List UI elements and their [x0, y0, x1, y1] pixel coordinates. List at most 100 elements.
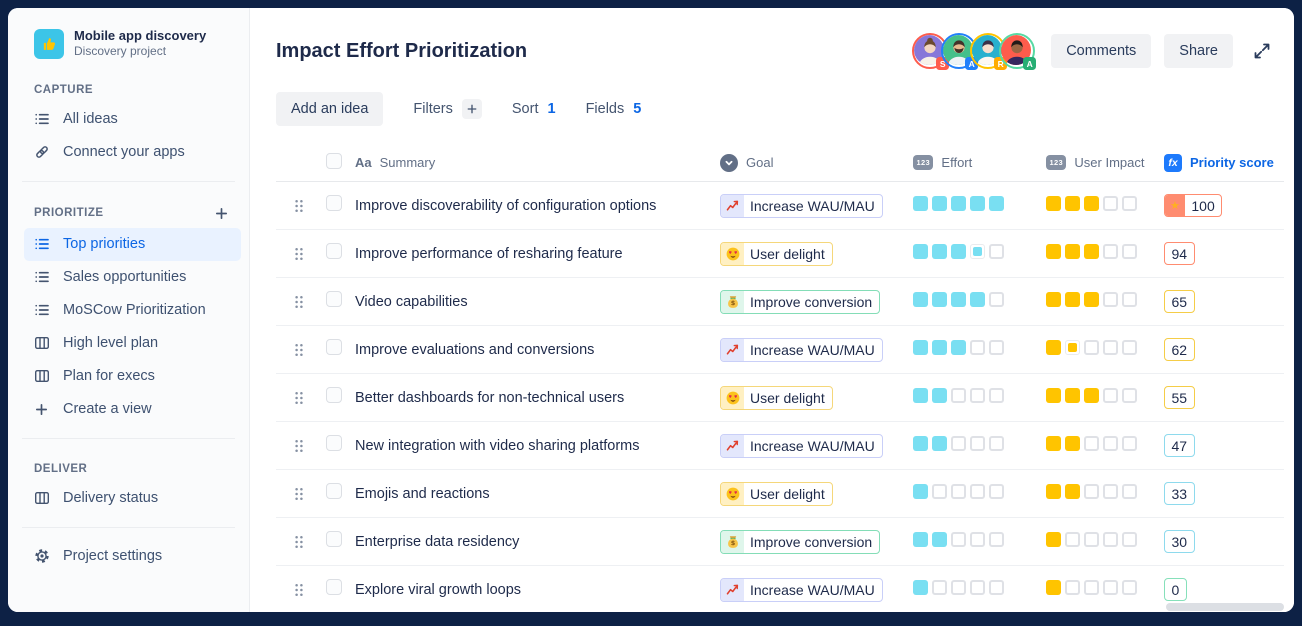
drag-handle[interactable] [276, 582, 310, 598]
drag-handle[interactable] [276, 246, 310, 262]
sidebar-item-all-ideas[interactable]: All ideas [8, 103, 249, 136]
column-header-effort[interactable]: 123 Effort [902, 154, 1035, 171]
drag-handle[interactable] [276, 198, 310, 214]
list-icon [34, 302, 50, 318]
idea-summary[interactable]: Improve performance of resharing feature [355, 245, 623, 262]
sort-control[interactable]: Sort 1 [511, 101, 556, 117]
sidebar-item-create-a-view[interactable]: Create a view [8, 393, 249, 426]
priority-score-chip[interactable]: 0 [1164, 578, 1187, 601]
sidebar-item-delivery-status[interactable]: Delivery status [8, 482, 249, 515]
avatar[interactable]: A [999, 33, 1037, 70]
effort-rating[interactable] [913, 339, 1004, 355]
goal-chip[interactable]: Increase WAU/MAU [720, 193, 883, 218]
idea-summary[interactable]: Emojis and reactions [355, 485, 490, 502]
row-checkbox[interactable] [326, 531, 342, 547]
goal-chip[interactable]: Increase WAU/MAU [720, 337, 883, 362]
drag-handle[interactable] [276, 438, 310, 454]
row-checkbox[interactable] [326, 243, 342, 259]
row-checkbox[interactable] [326, 339, 342, 355]
idea-summary[interactable]: Improve discoverability of configuration… [355, 197, 657, 214]
user-impact-rating[interactable] [1046, 387, 1137, 403]
user-impact-rating[interactable] [1046, 435, 1137, 451]
user-impact-rating[interactable] [1046, 531, 1137, 547]
table-row: Improve evaluations and conversions Incre… [276, 326, 1284, 374]
expand-icon[interactable] [1252, 41, 1272, 61]
sidebar-item-top-priorities[interactable]: Top priorities [24, 227, 241, 261]
drag-handle[interactable] [276, 534, 310, 550]
goal-chip[interactable]: $ Improve conversion [720, 529, 881, 554]
priority-score-chip[interactable]: 65 [1164, 290, 1195, 313]
heart-eyes-emoji [721, 386, 744, 409]
share-button[interactable]: Share [1164, 34, 1233, 68]
add-idea-button[interactable]: Add an idea [276, 92, 384, 126]
user-impact-rating[interactable] [1046, 291, 1137, 307]
project-switcher[interactable]: Mobile app discovery Discovery project [8, 24, 249, 72]
thumbs-up-icon [34, 28, 64, 59]
row-checkbox[interactable] [326, 291, 342, 307]
add-view-button[interactable] [214, 206, 229, 221]
row-checkbox[interactable] [326, 195, 342, 211]
goal-chip[interactable]: Increase WAU/MAU [720, 577, 883, 602]
priority-score-chip[interactable]: 33 [1164, 482, 1195, 505]
select-all-checkbox[interactable] [326, 153, 342, 169]
sidebar-item-plan-for-execs[interactable]: Plan for execs [8, 360, 249, 393]
user-impact-rating[interactable] [1046, 195, 1137, 211]
goal-chip[interactable]: User delight [720, 385, 833, 410]
row-checkbox[interactable] [326, 387, 342, 403]
idea-summary[interactable]: Better dashboards for non-technical user… [355, 389, 625, 406]
goal-chip[interactable]: User delight [720, 481, 833, 506]
add-filter-icon[interactable] [461, 99, 482, 119]
idea-summary[interactable]: New integration with video sharing platf… [355, 437, 640, 454]
table-row: Improve performance of resharing feature… [276, 230, 1284, 278]
sidebar: Mobile app discovery Discovery project C… [8, 8, 250, 612]
goal-chip[interactable]: Increase WAU/MAU [720, 433, 883, 458]
column-header-summary[interactable]: Aa Summary [355, 155, 436, 170]
drag-handle[interactable] [276, 390, 310, 406]
effort-rating[interactable] [913, 291, 1004, 307]
idea-summary[interactable]: Enterprise data residency [355, 533, 520, 550]
column-header-priority-score[interactable]: fx Priority score [1153, 153, 1284, 172]
drag-handle[interactable] [276, 294, 310, 310]
priority-score-chip[interactable]: 30 [1164, 530, 1195, 553]
fields-control[interactable]: Fields 5 [585, 101, 642, 117]
row-checkbox[interactable] [326, 435, 342, 451]
effort-rating[interactable] [913, 483, 1004, 499]
horizontal-scrollbar[interactable] [1166, 603, 1284, 611]
effort-rating[interactable] [913, 531, 1004, 547]
sidebar-item-moscow-prioritization[interactable]: MoSCow Prioritization [8, 294, 249, 327]
effort-rating[interactable] [913, 243, 1004, 259]
drag-handle[interactable] [276, 486, 310, 502]
table-row: Enterprise data residency $ Improve conver… [276, 518, 1284, 566]
idea-summary[interactable]: Explore viral growth loops [355, 581, 522, 598]
comments-button[interactable]: Comments [1051, 34, 1152, 68]
sidebar-item-sales-opportunities[interactable]: Sales opportunities [8, 261, 249, 294]
drag-handle[interactable] [276, 342, 310, 358]
priority-score-chip[interactable]: ★ 100 [1164, 194, 1223, 217]
effort-rating[interactable] [913, 579, 1004, 595]
row-checkbox[interactable] [326, 579, 342, 595]
effort-rating[interactable] [913, 387, 1004, 403]
idea-summary[interactable]: Improve evaluations and conversions [355, 341, 595, 358]
goal-chip[interactable]: $ Improve conversion [720, 289, 881, 314]
sidebar-item-project-settings[interactable]: Project settings [8, 540, 249, 573]
idea-summary[interactable]: Video capabilities [355, 293, 468, 310]
effort-rating[interactable] [913, 435, 1004, 451]
goal-chip[interactable]: User delight [720, 241, 833, 266]
user-impact-rating[interactable] [1046, 483, 1137, 499]
column-header-goal[interactable]: Goal [710, 153, 902, 172]
priority-score-chip[interactable]: 55 [1164, 386, 1195, 409]
filters-control[interactable]: Filters [413, 99, 482, 119]
effort-rating[interactable] [913, 195, 1004, 211]
user-impact-rating[interactable] [1046, 579, 1137, 595]
user-impact-rating[interactable] [1046, 243, 1137, 259]
priority-score-chip[interactable]: 47 [1164, 434, 1195, 457]
user-impact-rating[interactable] [1046, 339, 1137, 355]
priority-score-chip[interactable]: 94 [1164, 242, 1195, 265]
priority-score-chip[interactable]: 62 [1164, 338, 1195, 361]
row-checkbox[interactable] [326, 483, 342, 499]
sidebar-item-high-level-plan[interactable]: High level plan [8, 327, 249, 360]
sidebar-item-connect-your-apps[interactable]: Connect your apps [8, 136, 249, 169]
column-header-user-impact[interactable]: 123 User Impact [1035, 154, 1153, 171]
